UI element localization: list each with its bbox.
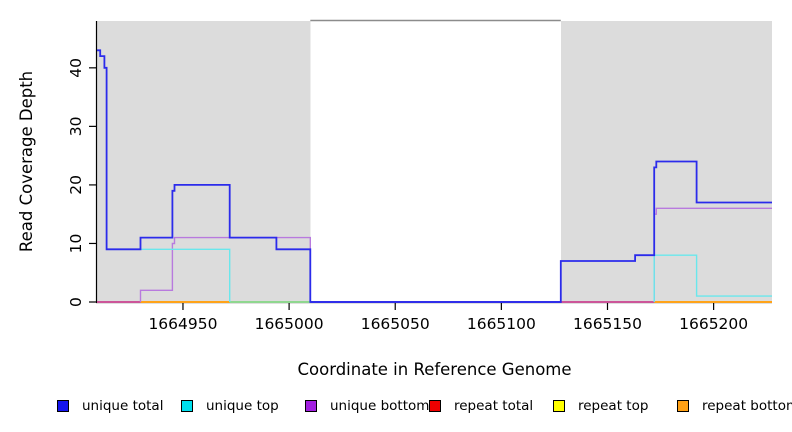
y-tick-label: 30 [67,117,85,137]
axis-titles: Coordinate in Reference Genome Read Cover… [17,71,572,379]
chart-legend: unique total unique top unique bottom repea… [0,396,792,420]
series-line-unique-bottom [139,236,311,302]
x-tick-label: 1665150 [573,315,642,333]
y-tick-label: 10 [67,234,85,254]
legend-label: repeat bottom [702,398,792,414]
series-line-unique-top [106,248,231,302]
y-tick-label: 0 [67,297,85,307]
x-tick-label: 1665200 [679,315,748,333]
y-tick-label: 40 [67,58,85,78]
legend-swatch-icon [57,400,69,412]
x-tick-label: 1665100 [467,315,536,333]
legend-swatch-icon [553,400,565,412]
legend-swatch-icon [305,400,317,412]
series-line-unique-total [97,49,772,303]
y-axis-title: Read Coverage Depth [17,71,36,252]
x-tick-label: 1665050 [361,315,430,333]
legend-label: repeat total [454,398,534,414]
y-tick-label: 20 [67,175,85,195]
legend-label: repeat top [578,398,649,414]
legend-item-repeat-total: repeat total [429,396,533,416]
legend-item-unique-bottom: unique bottom [305,396,429,416]
legend-item-unique-top: unique top [181,396,279,416]
axes: 1664950 1665000 1665050 1665100 1665150 16652… [67,21,772,333]
x-tick-label: 1665000 [255,315,324,333]
series-lines [97,49,772,303]
legend-swatch-icon [181,400,193,412]
x-tick-label: 1664950 [148,315,217,333]
legend-item-unique-total: unique total [57,396,163,416]
repeat-shaded-region [97,21,311,302]
legend-item-repeat-top: repeat top [553,396,648,416]
series-line-unique-top [653,254,772,302]
legend-label: unique total [82,398,164,414]
legend-swatch-icon [429,400,441,412]
legend-item-repeat-bottom: repeat bottom [677,396,792,416]
legend-swatch-icon [677,400,689,412]
legend-label: unique bottom [330,398,430,414]
legend-label: unique top [206,398,279,414]
x-axis-title: Coordinate in Reference Genome [297,360,571,379]
